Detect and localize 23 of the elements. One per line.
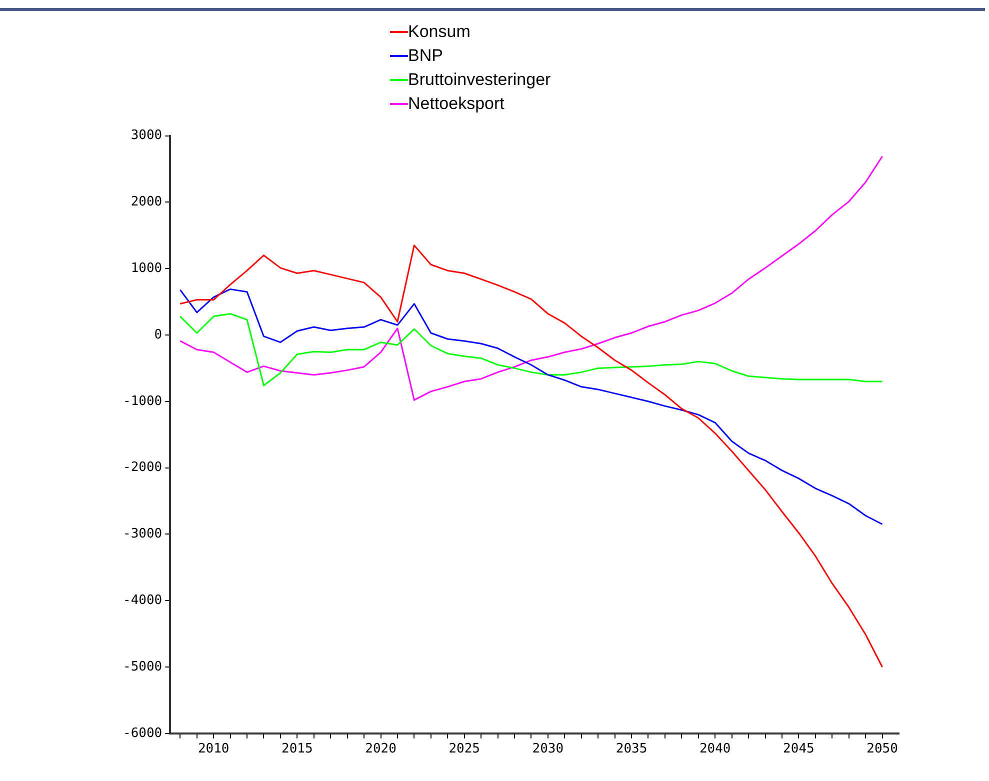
legend-label: Konsum — [408, 22, 470, 42]
x-tick-label: 2025 — [448, 742, 480, 757]
legend-label: BNP — [408, 46, 443, 66]
x-tick-label: 2010 — [198, 742, 230, 757]
x-tick-label: 2040 — [699, 742, 731, 757]
y-tick-label: 3000 — [130, 128, 162, 144]
x-tick-label: 2020 — [365, 742, 396, 757]
y-tick-label: 1000 — [130, 260, 162, 276]
y-tick-label: 2000 — [130, 194, 162, 210]
x-tick-label: 2050 — [866, 742, 898, 757]
x-tick-label: 2015 — [282, 742, 313, 757]
y-tick-label: -5000 — [122, 659, 162, 674]
y-tick-label: -3000 — [122, 526, 162, 542]
y-tick-label: -4000 — [122, 592, 162, 608]
x-tick-label: 2045 — [783, 742, 814, 757]
x-tick-label: 2035 — [616, 742, 648, 757]
y-tick-label: -1000 — [122, 394, 162, 409]
legend-label: Nettoeksport — [408, 94, 504, 114]
y-tick-label: 0 — [154, 327, 162, 342]
x-tick-label: 2030 — [532, 742, 564, 757]
y-tick-label: -6000 — [122, 726, 162, 741]
legend-label: Bruttoinvesteringer — [408, 70, 551, 90]
y-tick-label: -2000 — [122, 460, 162, 476]
